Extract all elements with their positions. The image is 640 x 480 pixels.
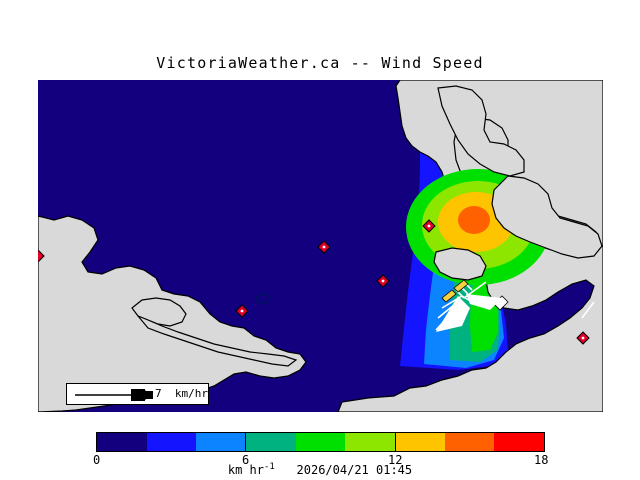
colorbar-tick-label-18: 18: [534, 453, 549, 467]
islet-outline: [255, 292, 271, 304]
colorbar-segment-1: [97, 433, 147, 451]
page-title: VictoriaWeather.ca -- Wind Speed: [156, 54, 484, 72]
colorbar-segment-9: [494, 433, 545, 451]
colorbar-segment-5: [295, 433, 346, 451]
colorbar-tick-label-0: 0: [93, 453, 101, 467]
station-marker: [376, 274, 390, 288]
colorbar-segment-6: [345, 433, 396, 451]
station-marker: [317, 240, 331, 254]
colorbar-segment-3: [196, 433, 247, 451]
colorbar-segment-2: [146, 433, 197, 451]
weather-map[interactable]: [38, 80, 603, 412]
colorbar-segment-7: [395, 433, 445, 451]
colorbar-units-exponent: -1: [264, 462, 275, 472]
colorbar-tick-label-6: 6: [242, 453, 250, 467]
map-canvas: [38, 80, 603, 412]
wind-barb-scale-legend: 7 km/hr: [66, 383, 209, 405]
wind-barb-flags: [441, 279, 509, 311]
land-spit-tail: [137, 315, 298, 367]
colorbar-caption: km hr-1 2026/04/21 01:45: [0, 462, 640, 477]
colorbar-tick-label-12: 12: [388, 453, 403, 467]
colorbar-segment-8: [444, 433, 495, 451]
colorbar-caption-gap: [275, 463, 297, 477]
barb-scale-icon: [75, 389, 153, 401]
colorbar-segment-4: [246, 433, 296, 451]
land-hotspot-north: [437, 85, 525, 177]
barb-sector-white: [436, 296, 470, 332]
station-markers[interactable]: [38, 219, 590, 412]
station-marker: [422, 219, 436, 233]
station-marker: [38, 249, 45, 263]
colorbar-units: km hr: [227, 463, 264, 477]
colorbar-tick-6: [245, 432, 246, 452]
station-marker: [235, 304, 249, 318]
land-over-hotspot: [491, 175, 603, 259]
colorbar-tick-12: [395, 432, 396, 452]
barb-scale-label: 7 km/hr: [155, 387, 208, 400]
land-hotspot-south: [433, 247, 487, 281]
station-marker: [576, 331, 590, 345]
barb-sector-white-2: [466, 294, 502, 310]
colorbar[interactable]: [96, 432, 545, 452]
colorbar-timestamp: 2026/04/21 01:45: [296, 463, 413, 477]
